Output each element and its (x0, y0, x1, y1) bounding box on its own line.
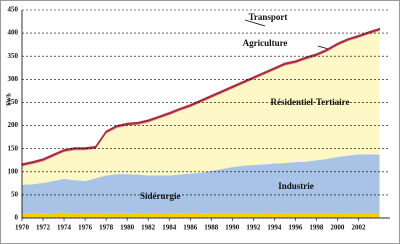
y-tick-label: 250 (8, 98, 19, 106)
area (21, 27, 380, 166)
y-tick-label: 0 (15, 214, 19, 222)
area (22, 31, 380, 185)
x-tick-label: 2002 (351, 224, 366, 232)
area (22, 212, 380, 218)
arrow (244, 19, 266, 27)
x-tick-label: 1970 (15, 224, 30, 232)
series-label: Transport (249, 12, 288, 22)
y-tick-label: 450 (8, 6, 19, 14)
x-tick-label: 1980 (120, 224, 135, 232)
x-tick-label: 1998 (309, 224, 324, 232)
area (22, 29, 380, 167)
x-tick-label: 1990 (225, 224, 240, 232)
y-tick-label: 300 (8, 75, 19, 83)
x-tick-label: 1974 (57, 224, 72, 232)
x-tick-label: 1994 (267, 224, 282, 232)
x-tick-label: 1988 (204, 224, 219, 232)
series-label: Résidentiel-Tertiaire (271, 97, 350, 107)
series-label: Agriculture (243, 38, 288, 48)
y-axis-label: TWh (6, 93, 12, 107)
x-tick-label: 1996 (288, 224, 303, 232)
area (22, 154, 380, 214)
y-tick-label: 200 (8, 121, 19, 129)
x-tick-label: 1972 (36, 224, 51, 232)
x-tick-label: 1976 (78, 224, 93, 232)
series-label: Sidérurgie (140, 191, 181, 201)
y-tick-label: 150 (8, 144, 19, 152)
series-label: Industrie (278, 181, 314, 191)
y-tick-label: 50 (11, 190, 19, 198)
y-tick-label: 350 (8, 52, 19, 60)
x-tick-label: 1978 (99, 224, 114, 232)
x-tick-label: 1982 (141, 224, 156, 232)
x-tick-label: 1986 (183, 224, 198, 232)
y-tick-label: 400 (8, 29, 19, 37)
x-tick-label: 1984 (162, 224, 177, 232)
y-tick-label: 100 (8, 167, 19, 175)
x-tick-label: 2000 (330, 224, 345, 232)
x-tick-label: 1992 (246, 224, 261, 232)
